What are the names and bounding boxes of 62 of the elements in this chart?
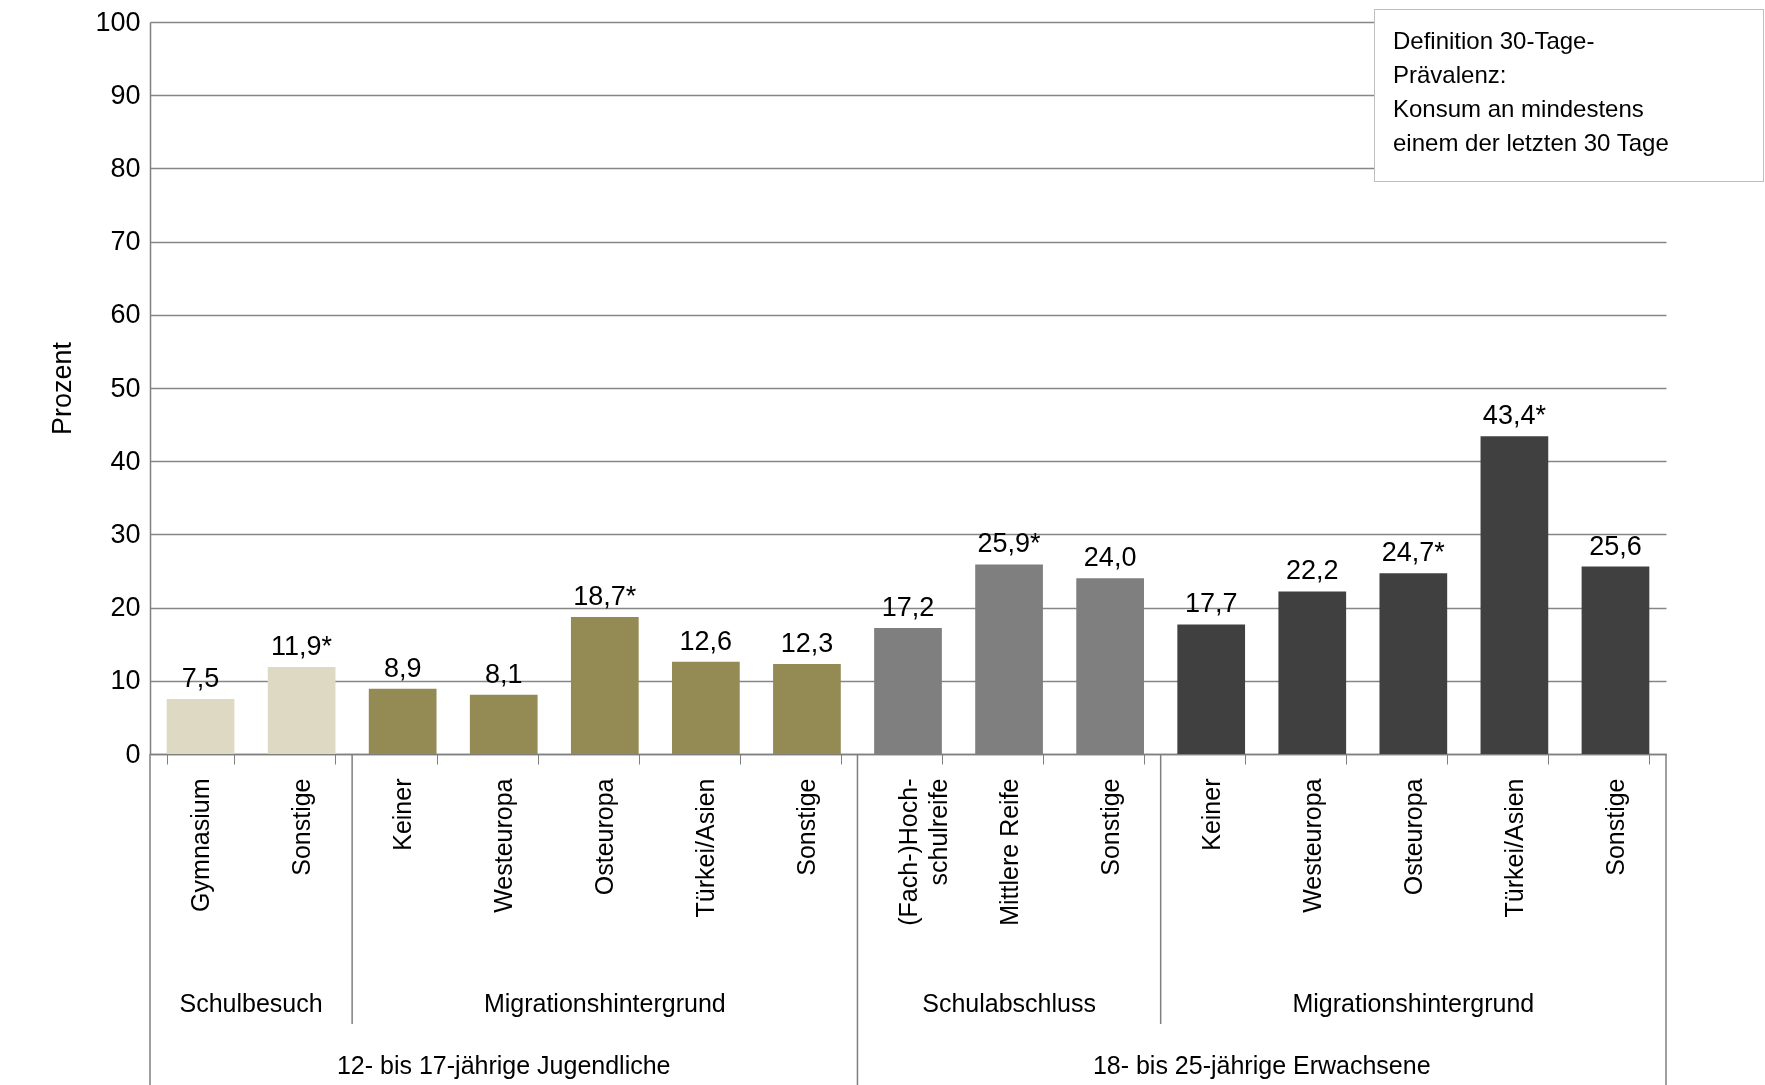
x-tick-label: Mittlere Reife (994, 778, 1023, 926)
bar (166, 699, 235, 754)
x-tick-label: Türkei/Asien (1499, 778, 1528, 918)
text: Schulbesuch (179, 989, 323, 1017)
data-label: 25,6 (1589, 530, 1642, 561)
text: Migrationshintergrund (1292, 989, 1535, 1017)
bar (1581, 566, 1650, 754)
bar (1379, 573, 1448, 754)
y-tick-label: 90 (110, 79, 141, 110)
data-label: 8,1 (484, 658, 523, 689)
bar (1177, 624, 1246, 754)
text: 18- bis 25-jährige Erwachsene (1092, 1051, 1431, 1079)
data-label: 17,7 (1184, 588, 1238, 619)
x-tick-label: Osteuropa (1398, 778, 1427, 896)
bar (1278, 591, 1347, 754)
y-tick-label: 80 (110, 152, 141, 183)
text: 12- bis 17-jährige Jugendliche (336, 1051, 671, 1079)
x-tick-label: Keiner (1196, 778, 1225, 851)
bar (773, 663, 841, 754)
x-tick-label: Sonstige (1600, 778, 1629, 876)
x-tick-label: (Fach-)Hoch-schulreife (893, 778, 952, 926)
bar (469, 694, 538, 754)
data-label: 22,2 (1285, 555, 1339, 586)
data-label: 17,2 (881, 592, 935, 623)
x-tick-label: Gymnasium (186, 778, 215, 912)
data-label: 43,4* (1482, 400, 1547, 431)
bar (368, 688, 437, 754)
data-label: 7,5 (181, 663, 220, 694)
y-tick-label: 100 (95, 6, 141, 37)
x-tick-label: Westeuropa (489, 778, 518, 913)
data-label: 25,9* (977, 528, 1042, 559)
data-label: 24,7* (1381, 537, 1446, 568)
bar (570, 617, 639, 754)
y-tick-label: 70 (110, 226, 141, 257)
y-tick-label: 0 (125, 738, 141, 769)
bar (1480, 436, 1549, 754)
bar (267, 666, 336, 754)
data-label: 18,7* (573, 581, 637, 612)
y-tick-label: 60 (110, 299, 141, 330)
text: Migrationshintergrund (483, 989, 726, 1017)
data-label: 24,0 (1083, 542, 1137, 573)
data-label: 8,9 (383, 652, 422, 683)
x-tick-label: Sonstige (792, 778, 821, 876)
x-tick-label: Sonstige (287, 778, 316, 876)
y-axis-title: Prozent (47, 341, 78, 436)
bar (672, 661, 740, 754)
annotation: Definition 30-Tage- Prävalenz: Konsum an mindestens einem der letzten 30 Tage (1393, 27, 1669, 156)
y-tick-label: 50 (110, 372, 141, 403)
data-label: 12,3 (780, 627, 834, 658)
data-label: 11,9* (271, 630, 333, 661)
x-tick-label: Keiner (388, 778, 417, 851)
y-tick-label: 10 (110, 665, 141, 696)
x-tick-label: Türkei/Asien (691, 778, 720, 918)
x-tick-label: Osteuropa (590, 778, 619, 896)
x-tick-label: Westeuropa (1297, 778, 1326, 913)
note-box: Definition 30-Tage- Prävalenz: Konsum an mindestens einem der letzten 30 Tage (1374, 9, 1764, 182)
y-tick-label: 30 (110, 518, 141, 549)
data-label: 12,6 (679, 625, 733, 656)
y-tick-label: 40 (110, 445, 141, 476)
y-tick-label: 20 (110, 592, 141, 623)
x-tick-label: Sonstige (1095, 778, 1124, 876)
text: Schulabschluss (922, 989, 1096, 1017)
